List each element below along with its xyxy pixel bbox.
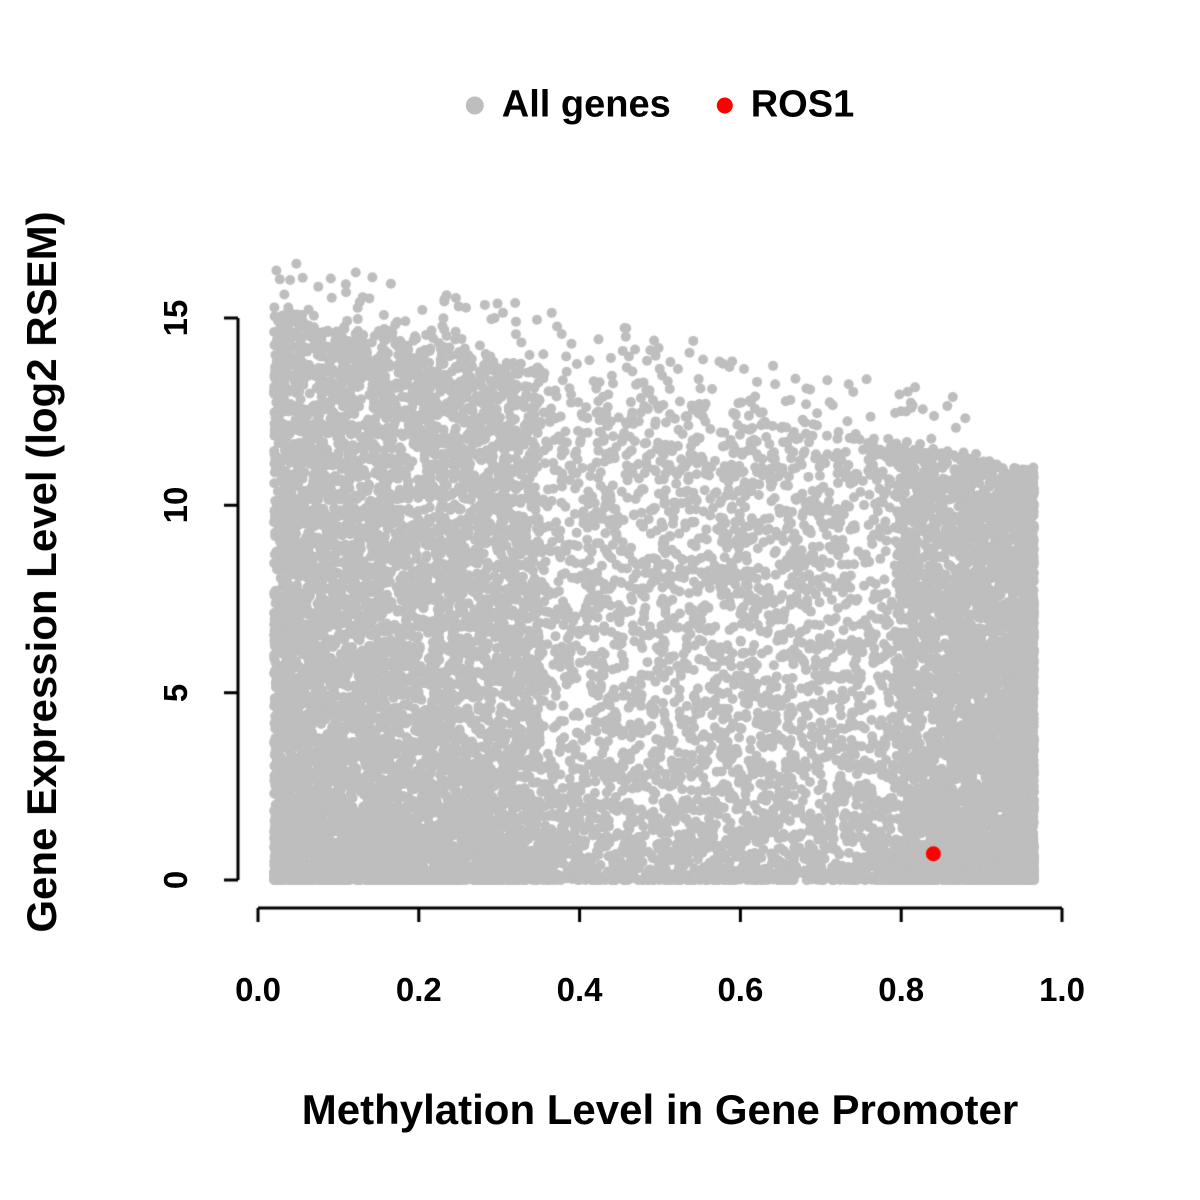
legend-label-all-genes: All genes xyxy=(501,83,671,126)
y-tick-label-15: 15 xyxy=(157,299,194,337)
legend-dot-ros1-icon xyxy=(716,97,733,113)
x-tick-label-1.0: 1.0 xyxy=(1039,971,1085,1008)
x-tick-label-0.6: 0.6 xyxy=(717,971,764,1008)
x-tick-label-0.4: 0.4 xyxy=(556,971,603,1008)
x-tick-label-0.0: 0.0 xyxy=(235,971,281,1008)
y-tick-label-5: 5 xyxy=(157,683,194,702)
legend-item-all-genes: All genes xyxy=(465,83,671,127)
legend-item-ros1: ROS1 xyxy=(716,83,855,127)
x-tick-label-0.2: 0.2 xyxy=(395,971,442,1008)
x-axis-title: Methylation Level in Gene Promoter xyxy=(301,1086,1019,1133)
legend-label-ros1: ROS1 xyxy=(750,83,855,126)
legend: All genes ROS1 xyxy=(465,83,855,127)
legend-dot-all-genes-icon xyxy=(465,96,484,114)
y-tick-label-10: 10 xyxy=(157,486,194,524)
y-tick-label-0: 0 xyxy=(157,870,194,890)
x-tick-label-0.8: 0.8 xyxy=(878,971,925,1008)
y-axis-title: Gene Expression Level (log2 RSEM) xyxy=(18,211,65,933)
